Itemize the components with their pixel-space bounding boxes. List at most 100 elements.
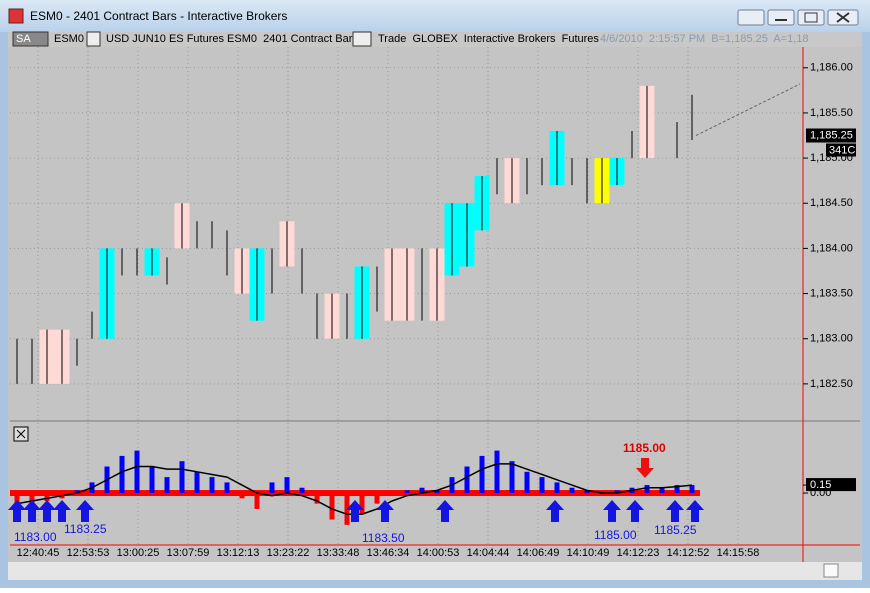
buy-arrow (436, 500, 454, 522)
price-tick-label: 1,183.50 (810, 287, 853, 299)
price-annotation: 1185.00 (594, 528, 637, 542)
histogram-bar (644, 485, 650, 494)
symbol: ESM0 (54, 33, 84, 45)
info-button[interactable] (86, 31, 101, 47)
histogram-bar (614, 490, 620, 494)
buy-arrow (38, 500, 56, 522)
scrollbar[interactable] (8, 562, 862, 580)
histogram-bar (404, 490, 410, 494)
window-title: ESM0 - 2401 Contract Bars - Interactive … (30, 9, 287, 23)
histogram-bar (179, 461, 185, 494)
price-tick-label: 1,182.50 (810, 378, 853, 390)
scroll-thumb[interactable] (823, 563, 839, 578)
time-label: 14:12:23 (617, 547, 660, 559)
app-icon (8, 8, 24, 24)
histogram-bar (674, 485, 680, 494)
time-label: 14:15:58 (717, 547, 760, 559)
projection-line (695, 83, 801, 136)
time-label: 13:33:48 (317, 547, 360, 559)
last-price-label: 1,185.25 (810, 129, 853, 141)
histogram-bar (434, 490, 440, 494)
symbol-box[interactable] (12, 31, 49, 47)
histogram-bar (359, 493, 365, 515)
indicator-tick-label: 0.15 (810, 479, 831, 491)
histogram-bar (464, 466, 470, 494)
maximize-button[interactable] (797, 9, 825, 26)
buy-arrow (686, 500, 704, 522)
minimize-button[interactable] (767, 9, 795, 26)
buy-arrow (603, 500, 621, 522)
time-label: 13:07:59 (167, 547, 210, 559)
histogram-bar (209, 477, 215, 494)
price-annotation: 1183.50 (362, 531, 405, 545)
histogram-bar (599, 493, 605, 496)
close-icon (16, 429, 26, 439)
price-tick-label: 1,186.00 (810, 62, 853, 74)
counter-box (826, 143, 856, 157)
plot: 12:40:45 12:53:53 13:00:25 13:07:59 13:12:13… (8, 47, 856, 559)
time-label: 14:06:49 (517, 547, 560, 559)
histogram-bar (689, 485, 695, 494)
description: USD JUN10 ES Futures ESM0 2401 Contract … (106, 33, 358, 45)
histogram-bar (524, 471, 530, 494)
buy-arrow (8, 500, 26, 522)
histogram-bar (374, 493, 380, 504)
histogram-bar (314, 493, 320, 504)
buy-arrow (76, 500, 94, 522)
buy-arrow (626, 500, 644, 522)
time-label: 14:12:52 (667, 547, 710, 559)
price-annotation: 1183.25 (64, 522, 107, 536)
symbol-box-label: SA (16, 33, 31, 45)
histogram-bar (659, 487, 665, 494)
price-tick-label: 1,184.50 (810, 197, 853, 209)
highlight-box (655, 158, 670, 159)
title-bar (0, 0, 870, 32)
time-label: 12:40:45 (17, 547, 60, 559)
route-button[interactable] (352, 31, 372, 47)
time-label: 13:00:25 (117, 547, 160, 559)
histogram-bar (239, 493, 245, 499)
status: 4/6/2010 2:15:57 PM B=1,185.25 A=1,18 (600, 33, 809, 45)
time-label: 13:12:13 (217, 547, 260, 559)
indicator-value-box (806, 478, 856, 492)
last-price-box (806, 128, 856, 143)
buy-arrow (666, 500, 684, 522)
price-annotation: 1185.25 (654, 523, 697, 537)
buy-arrow (53, 500, 71, 522)
window-buttons (737, 9, 859, 26)
histogram-bar (119, 455, 125, 494)
histogram-bar (284, 477, 290, 494)
histogram-bar (164, 477, 170, 494)
histogram-bar (539, 477, 545, 494)
histogram-bar (479, 455, 485, 494)
restore-button[interactable] (737, 9, 765, 26)
histogram-bar (254, 493, 260, 509)
histogram-bar (224, 482, 230, 494)
time-label: 12:53:53 (67, 547, 110, 559)
histogram-bar (329, 493, 335, 520)
histogram-bar (584, 490, 590, 494)
histogram-bar (44, 493, 50, 501)
price-tick-label: 1,183.00 (810, 333, 853, 345)
histogram-bar (74, 490, 80, 494)
histogram-bar (269, 482, 275, 494)
histogram-bar (494, 450, 500, 494)
route: Trade GLOBEX Interactive Brokers Futures (378, 33, 599, 45)
buy-arrow (346, 500, 364, 522)
sell-arrow (636, 458, 654, 478)
price-tick-label: 1,185.50 (810, 107, 853, 119)
time-label: 13:23:22 (267, 547, 310, 559)
histogram-bar (389, 493, 395, 496)
time-label: 14:04:44 (467, 547, 510, 559)
price-annotation: 1185.00 (623, 441, 666, 455)
buy-arrow (23, 500, 41, 522)
histogram-bar (419, 487, 425, 494)
buy-arrow (546, 500, 564, 522)
histogram-bar (509, 461, 515, 494)
histogram-bar (29, 493, 35, 504)
histogram-bar (134, 450, 140, 494)
price-tick-label: 1,184.00 (810, 242, 853, 254)
time-label: 14:10:49 (567, 547, 610, 559)
histogram-bar (299, 487, 305, 494)
